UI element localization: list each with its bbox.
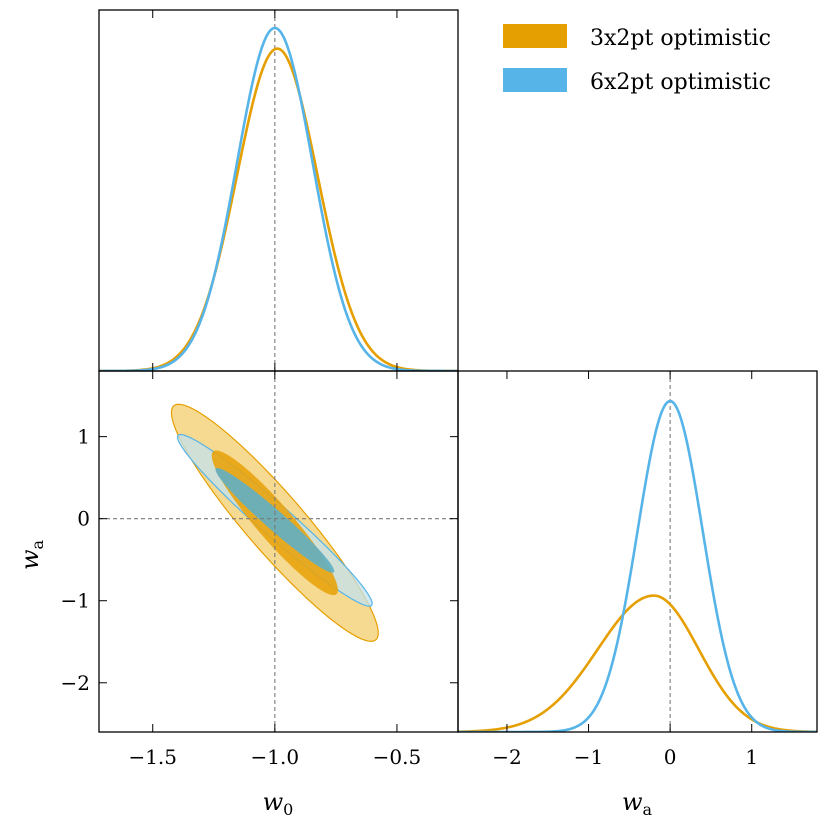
w0-marginal-panel [99,10,458,371]
w0-tick-label: −1.5 [128,745,177,769]
wa-tick-label: 0 [664,745,677,769]
ticks: −1.5 −1.0 −0.5 −2 −1 0 1 −2 −1 0 1 [61,10,758,769]
wa-marginal-6x2pt [458,399,817,732]
legend: 3x2pt optimistic 6x2pt optimistic [503,24,771,95]
legend-label-3x2pt: 3x2pt optimistic [590,26,771,51]
wa-tick-label: 1 [77,425,90,449]
legend-swatch-3x2pt [503,24,567,48]
w0-marginal-frame [98,9,459,372]
wa-tick-label: −1 [61,589,90,613]
w0-marginal-6x2pt [99,26,458,371]
w0-wa-contour-panel [99,371,458,732]
legend-swatch-6x2pt [503,68,567,92]
wa-tick-label: −1 [574,745,603,769]
wa-tick-label: 0 [77,507,90,531]
x-axis-label-wa: wa [622,788,653,819]
wa-marginal-panel [458,371,817,732]
y-axis-label-wa: wa [16,540,47,571]
wa-tick-label: −2 [61,671,90,695]
x-axis-label-w0: w0 [263,788,294,819]
w0-tick-label: −1.0 [251,745,300,769]
wa-marginal-frame [457,370,818,733]
legend-label-6x2pt: 6x2pt optimistic [590,70,771,95]
wa-marginal-3x2pt [458,594,817,732]
w0-tick-label: −0.5 [373,745,422,769]
w0-marginal-3x2pt [99,47,458,371]
wa-tick-label: 1 [745,745,758,769]
wa-tick-label: −2 [492,745,521,769]
